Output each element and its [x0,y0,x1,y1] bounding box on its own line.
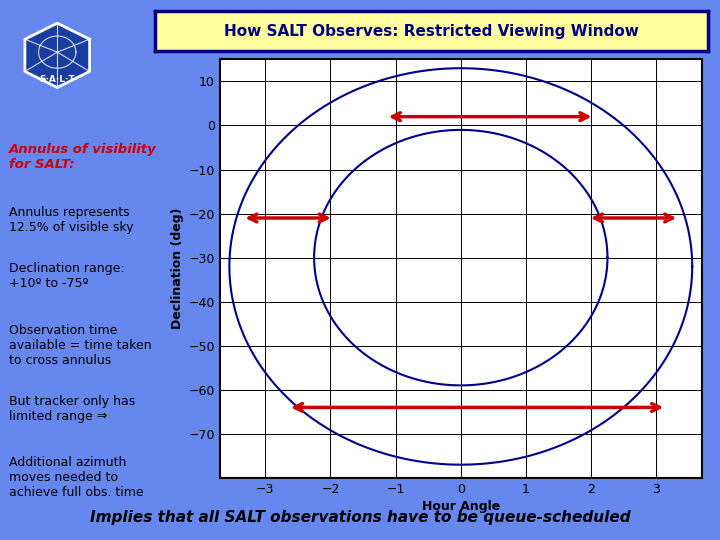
Y-axis label: Declination (deg): Declination (deg) [171,208,184,329]
Text: Implies that all SALT observations have to be queue-scheduled: Implies that all SALT observations have … [90,510,630,525]
Text: Additional azimuth
moves needed to
achieve full obs. time: Additional azimuth moves needed to achie… [9,456,143,500]
Text: Annulus of visibility
for SALT:: Annulus of visibility for SALT: [9,143,156,171]
Text: But tracker only has
limited range ⇒: But tracker only has limited range ⇒ [9,395,135,423]
X-axis label: Hour Angle: Hour Angle [422,500,500,513]
Text: Annulus represents
12.5% of visible sky: Annulus represents 12.5% of visible sky [9,206,133,234]
Polygon shape [25,23,89,87]
Text: Observation time
available = time taken
to cross annulus: Observation time available = time taken … [9,324,151,367]
Text: How SALT Observes: Restricted Viewing Window: How SALT Observes: Restricted Viewing Wi… [224,24,639,38]
Text: Declination range:
+10º to -75º: Declination range: +10º to -75º [9,262,125,290]
Text: S·A·L·T: S·A·L·T [40,75,75,84]
